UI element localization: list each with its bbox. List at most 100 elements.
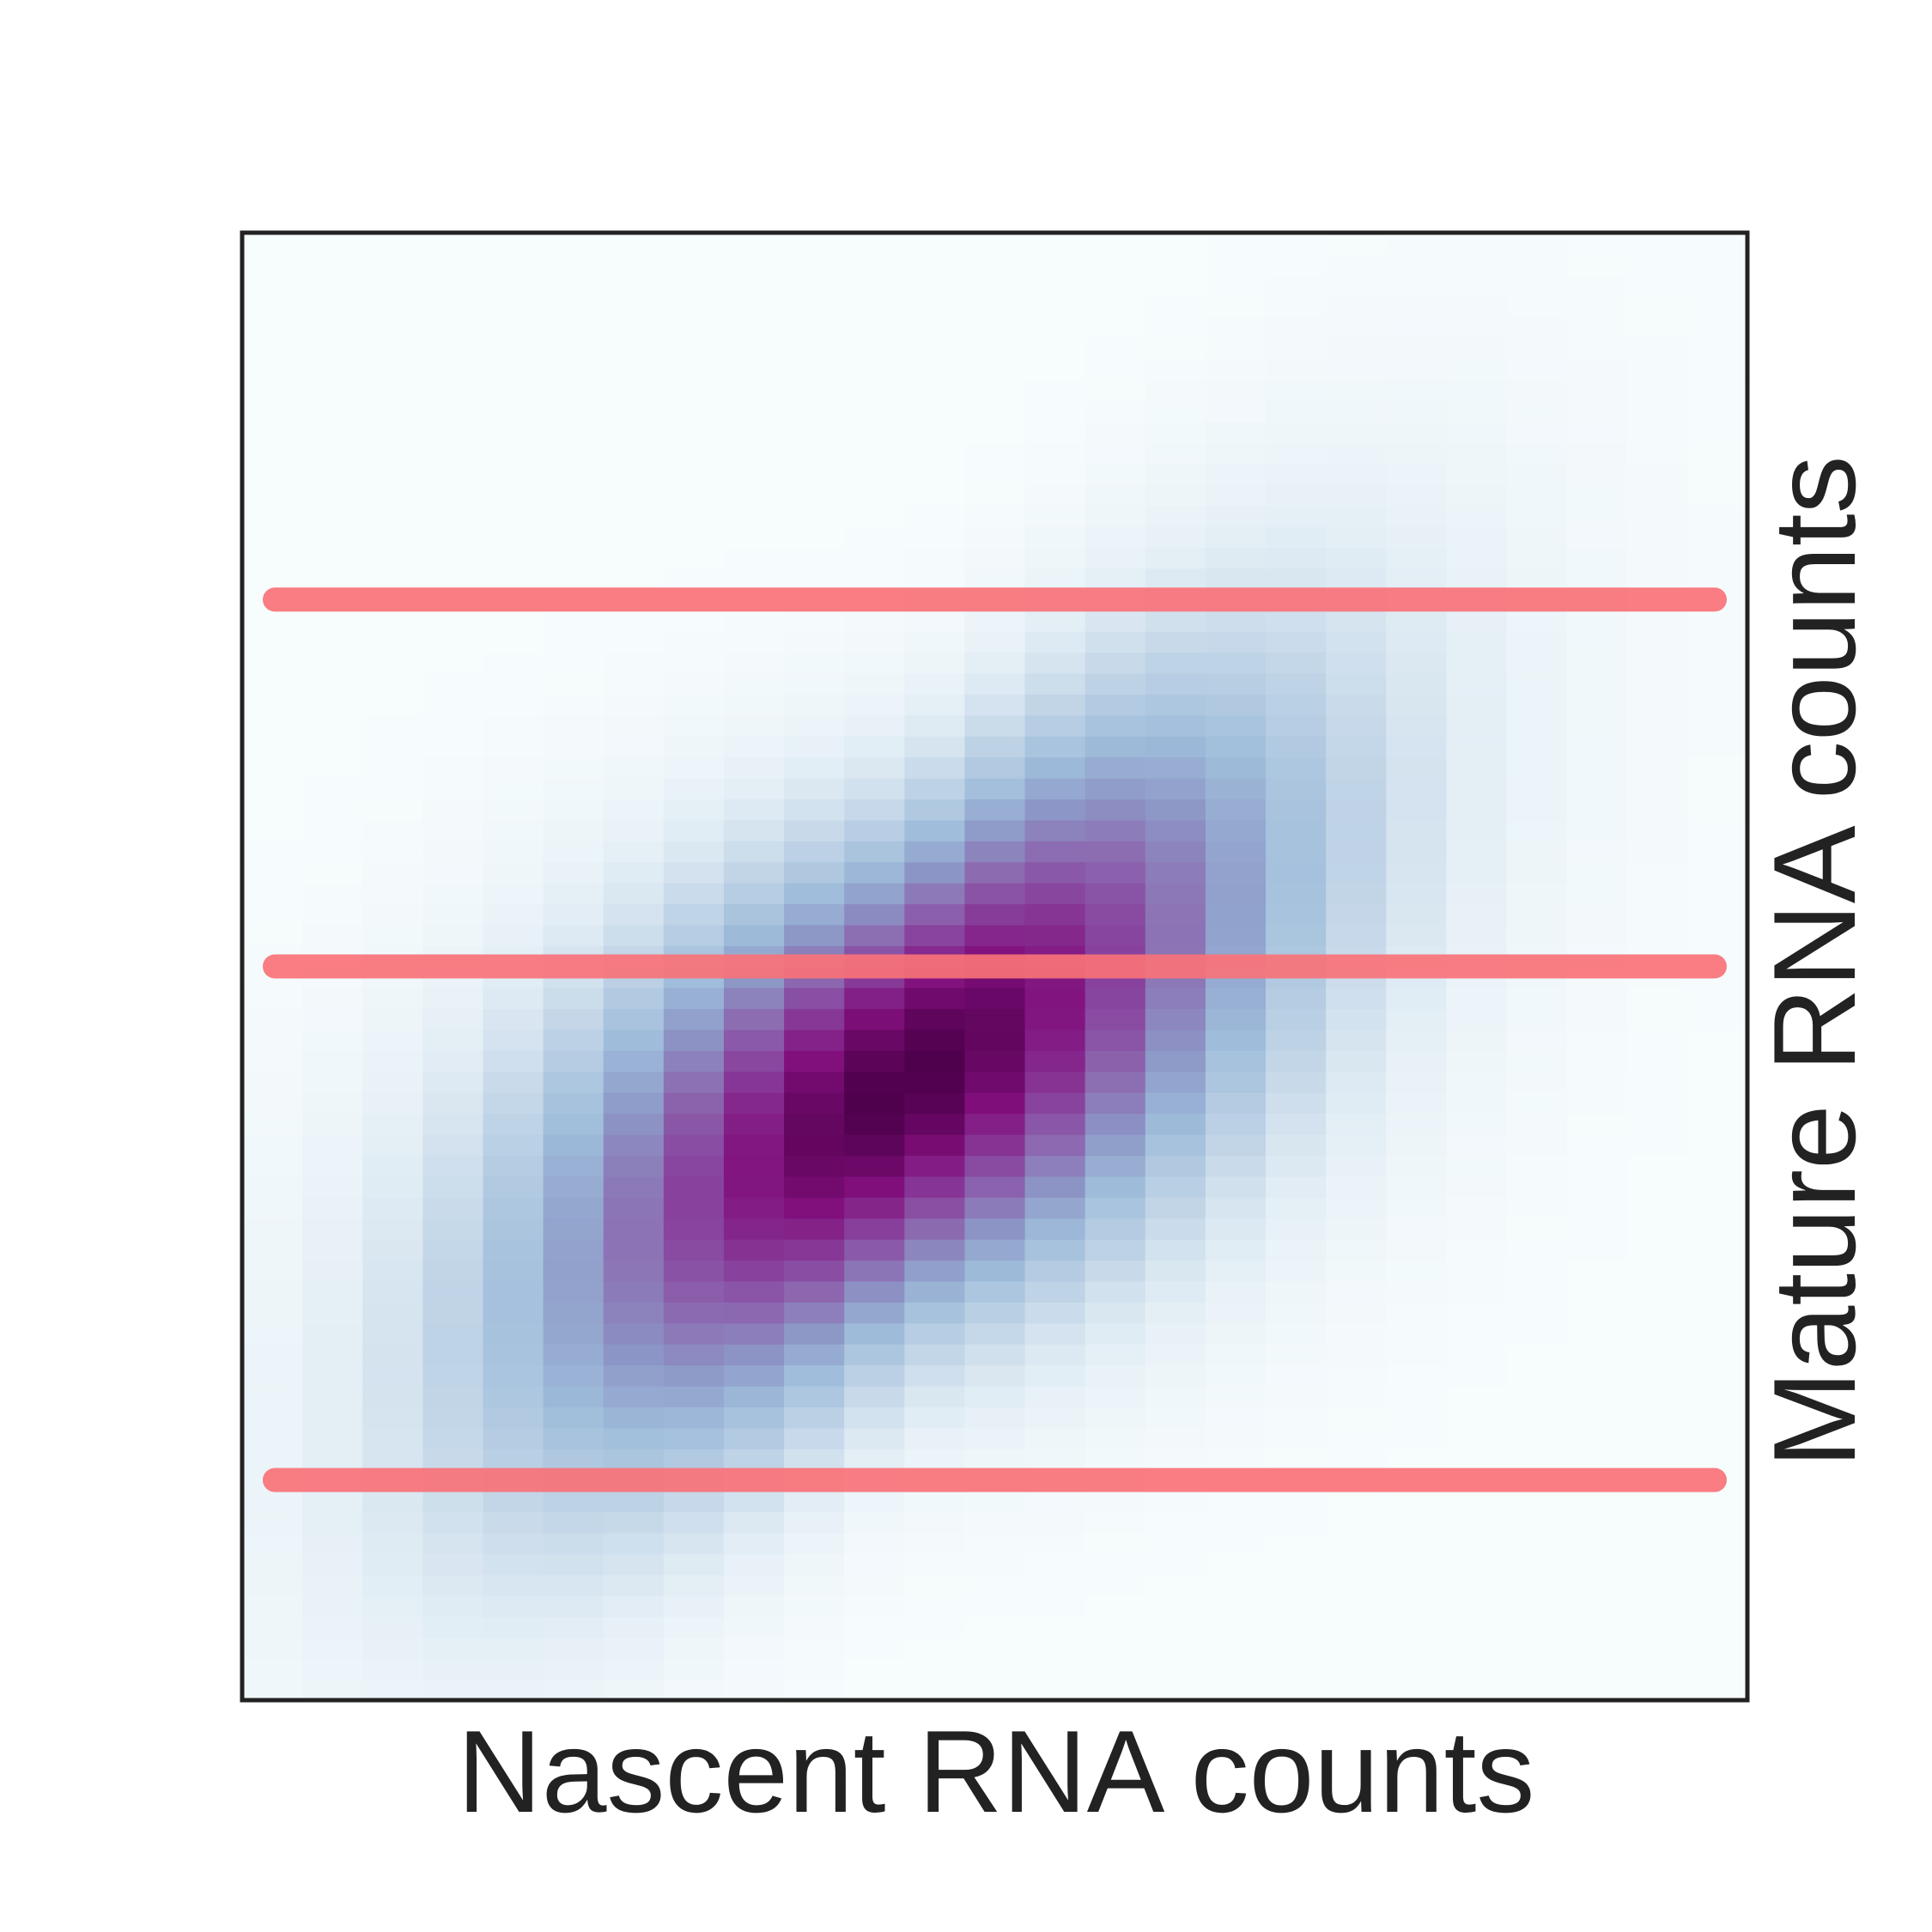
heatmap-cell [1084,1322,1146,1345]
heatmap-cell [1566,714,1628,737]
heatmap-cell [964,505,1026,527]
heatmap-cell [422,358,484,380]
heatmap-cell [1686,1658,1747,1680]
heatmap-cell [362,841,424,863]
heatmap-cell [904,1029,966,1051]
heatmap-cell [1446,987,1508,1010]
heatmap-cell [362,1449,424,1471]
heatmap-cell [1145,1155,1206,1177]
heatmap-cell [723,253,785,276]
heatmap-cell [362,799,424,821]
heatmap-cell [723,1679,785,1700]
heatmap-cell [663,1091,725,1115]
heatmap-cell [1205,756,1267,779]
heatmap-cell [904,1155,966,1177]
heatmap-cell [844,526,906,549]
heatmap-cell [1686,1050,1747,1072]
heatmap-cell [242,547,303,569]
heatmap-cell [844,400,906,422]
heatmap-cell [784,400,845,422]
heatmap-cell [1205,1406,1267,1429]
heatmap-cell [1266,483,1327,507]
heatmap-cell [1024,1029,1086,1051]
heatmap-cell [302,799,364,821]
heatmap-cell [1205,1574,1267,1596]
heatmap-cell [1145,253,1206,276]
heatmap-cell [422,483,484,507]
heatmap-cell [1326,1595,1388,1618]
heatmap-cell [1205,1197,1267,1219]
heatmap-cell [422,1490,484,1513]
heatmap-cell [242,1532,303,1554]
heatmap-cell [1145,526,1206,549]
heatmap-cell [1566,316,1628,338]
heatmap-cell [1205,505,1267,527]
heatmap-cell [543,1133,605,1157]
heatmap-cell [362,1322,424,1345]
heatmap-cell [904,610,966,632]
heatmap-cell [1446,652,1508,674]
heatmap-cell [1386,483,1448,507]
heatmap-cell [1626,253,1688,276]
heatmap-cell [1024,233,1086,255]
heatmap-cell [663,337,725,360]
heatmap-cell [844,337,906,360]
heatmap-cell [723,630,785,653]
heatmap-cell [1266,316,1327,338]
heatmap-cell [1686,1532,1747,1554]
heatmap-cell [422,1532,484,1554]
heatmap-cell [483,1113,544,1135]
heatmap-cell [1266,253,1327,276]
heatmap-cell [422,233,484,255]
heatmap-cell [784,1449,845,1471]
heatmap-cell [242,777,303,799]
heatmap-cell [723,924,785,946]
heatmap-cell [1446,1280,1508,1303]
heatmap-cell [1326,379,1388,402]
heatmap-cell [483,1490,544,1513]
heatmap-cell [844,1490,906,1513]
heatmap-cell [1266,882,1327,905]
heatmap-cell [1326,274,1388,297]
heatmap-cell [1024,1511,1086,1534]
heatmap-cell [1626,568,1688,590]
heatmap-cell [844,903,906,926]
heatmap-cell [964,987,1026,1010]
heatmap-cell [1686,882,1747,905]
heatmap-cell [302,1260,364,1282]
heatmap-cell [844,1343,906,1366]
heatmap-cell [1686,1260,1747,1282]
heatmap-cell [1266,1343,1327,1366]
heatmap-cell [1686,1385,1747,1407]
heatmap-cell [603,1280,665,1303]
heatmap-cell [603,379,665,402]
heatmap-cell [1626,1071,1688,1093]
heatmap-cell [1024,1322,1086,1345]
heatmap-cell [844,694,906,716]
heatmap-cell [422,1280,484,1303]
heatmap-cell [964,1302,1026,1324]
heatmap-cell [723,1008,785,1030]
heatmap-cell [663,1449,725,1471]
heatmap-cell [964,233,1026,255]
heatmap-cell [784,1113,845,1135]
heatmap-cell [723,233,785,255]
heatmap-cell [1084,358,1146,380]
heatmap-cell [1326,463,1388,485]
heatmap-cell [242,233,303,255]
heatmap-cell [302,1302,364,1324]
heatmap-cell [784,861,845,884]
heatmap-cell [1566,1658,1628,1680]
heatmap-cell [663,1050,725,1072]
heatmap-cell [1446,1553,1508,1576]
heatmap-cell [784,1176,845,1198]
heatmap-cell [964,1071,1026,1093]
heatmap-cell [1626,924,1688,946]
heatmap-cell [844,1532,906,1554]
heatmap-cell [844,1511,906,1534]
heatmap-cell [543,1406,605,1429]
heatmap-cell [603,610,665,632]
heatmap-cell [483,1343,544,1366]
heatmap-cell [1266,756,1327,779]
heatmap-cell [663,1176,725,1198]
